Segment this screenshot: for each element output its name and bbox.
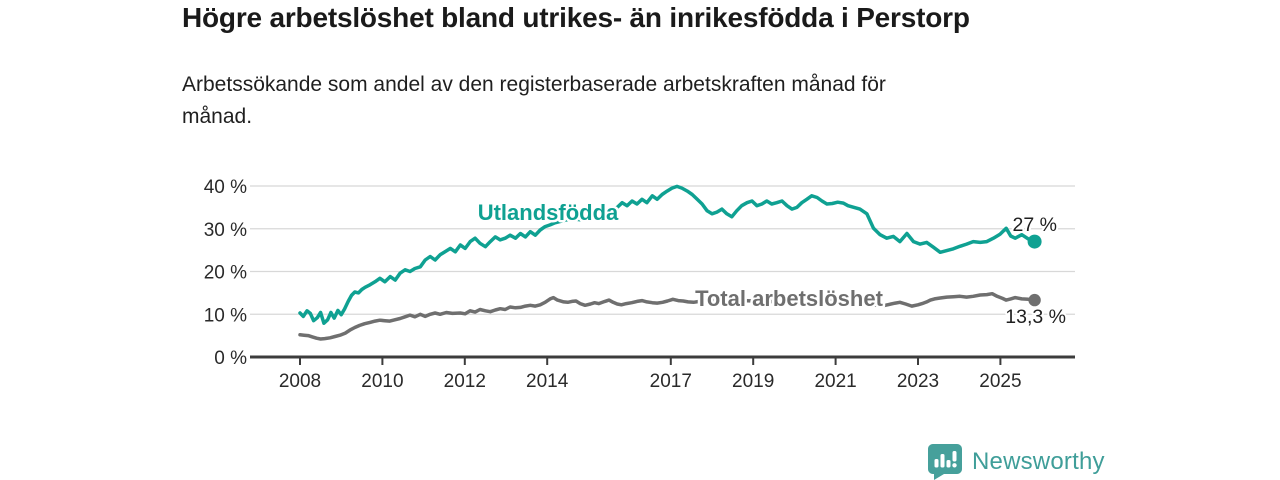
newsworthy-logo-text: Newsworthy <box>972 448 1105 475</box>
series-end-dot-total <box>1028 293 1041 307</box>
x-axis-tick-label: 2017 <box>650 371 692 392</box>
x-axis-tick-label: 2025 <box>979 371 1021 392</box>
end-value-label-utlandsfodda: 27 % <box>1013 214 1057 236</box>
subtitle-line-1: Arbetssökande som andel av den registerb… <box>182 73 886 96</box>
series-label-utlandsfodda: Utlandsfödda <box>478 200 619 225</box>
newsworthy-logo: Newsworthy <box>928 444 1105 480</box>
newsworthy-logo-icon <box>928 444 962 480</box>
chart-subtitle: Arbetssökande som andel av den registerb… <box>182 69 886 133</box>
x-axis-tick-label: 2010 <box>361 371 403 392</box>
y-axis-tick-label: 30 % <box>204 220 247 241</box>
y-axis-tick-label: 40 % <box>204 177 247 198</box>
x-axis-tick-label: 2019 <box>732 371 774 392</box>
series-label-total: Total arbetslöshet <box>695 286 884 311</box>
x-axis-tick-label: 2014 <box>526 371 569 392</box>
subtitle-line-2: månad. <box>182 105 253 128</box>
x-axis-tick-label: 2012 <box>444 371 486 392</box>
x-axis-tick-label: 2008 <box>279 371 321 392</box>
y-axis-tick-label: 10 % <box>204 305 247 326</box>
end-value-label-total: 13,3 % <box>1005 306 1066 328</box>
x-axis-tick-label: 2021 <box>814 371 856 392</box>
series-end-dot-utlandsfodda <box>1027 234 1042 249</box>
series-line-total <box>298 291 1037 341</box>
x-axis-tick-label: 2023 <box>897 371 939 392</box>
y-axis-tick-label: 20 % <box>204 263 247 284</box>
y-axis-tick-label: 0 % <box>214 348 247 369</box>
page-title: Högre arbetslöshet bland utrikes- än inr… <box>182 2 970 33</box>
series-line-utlandsfodda <box>298 184 1037 325</box>
